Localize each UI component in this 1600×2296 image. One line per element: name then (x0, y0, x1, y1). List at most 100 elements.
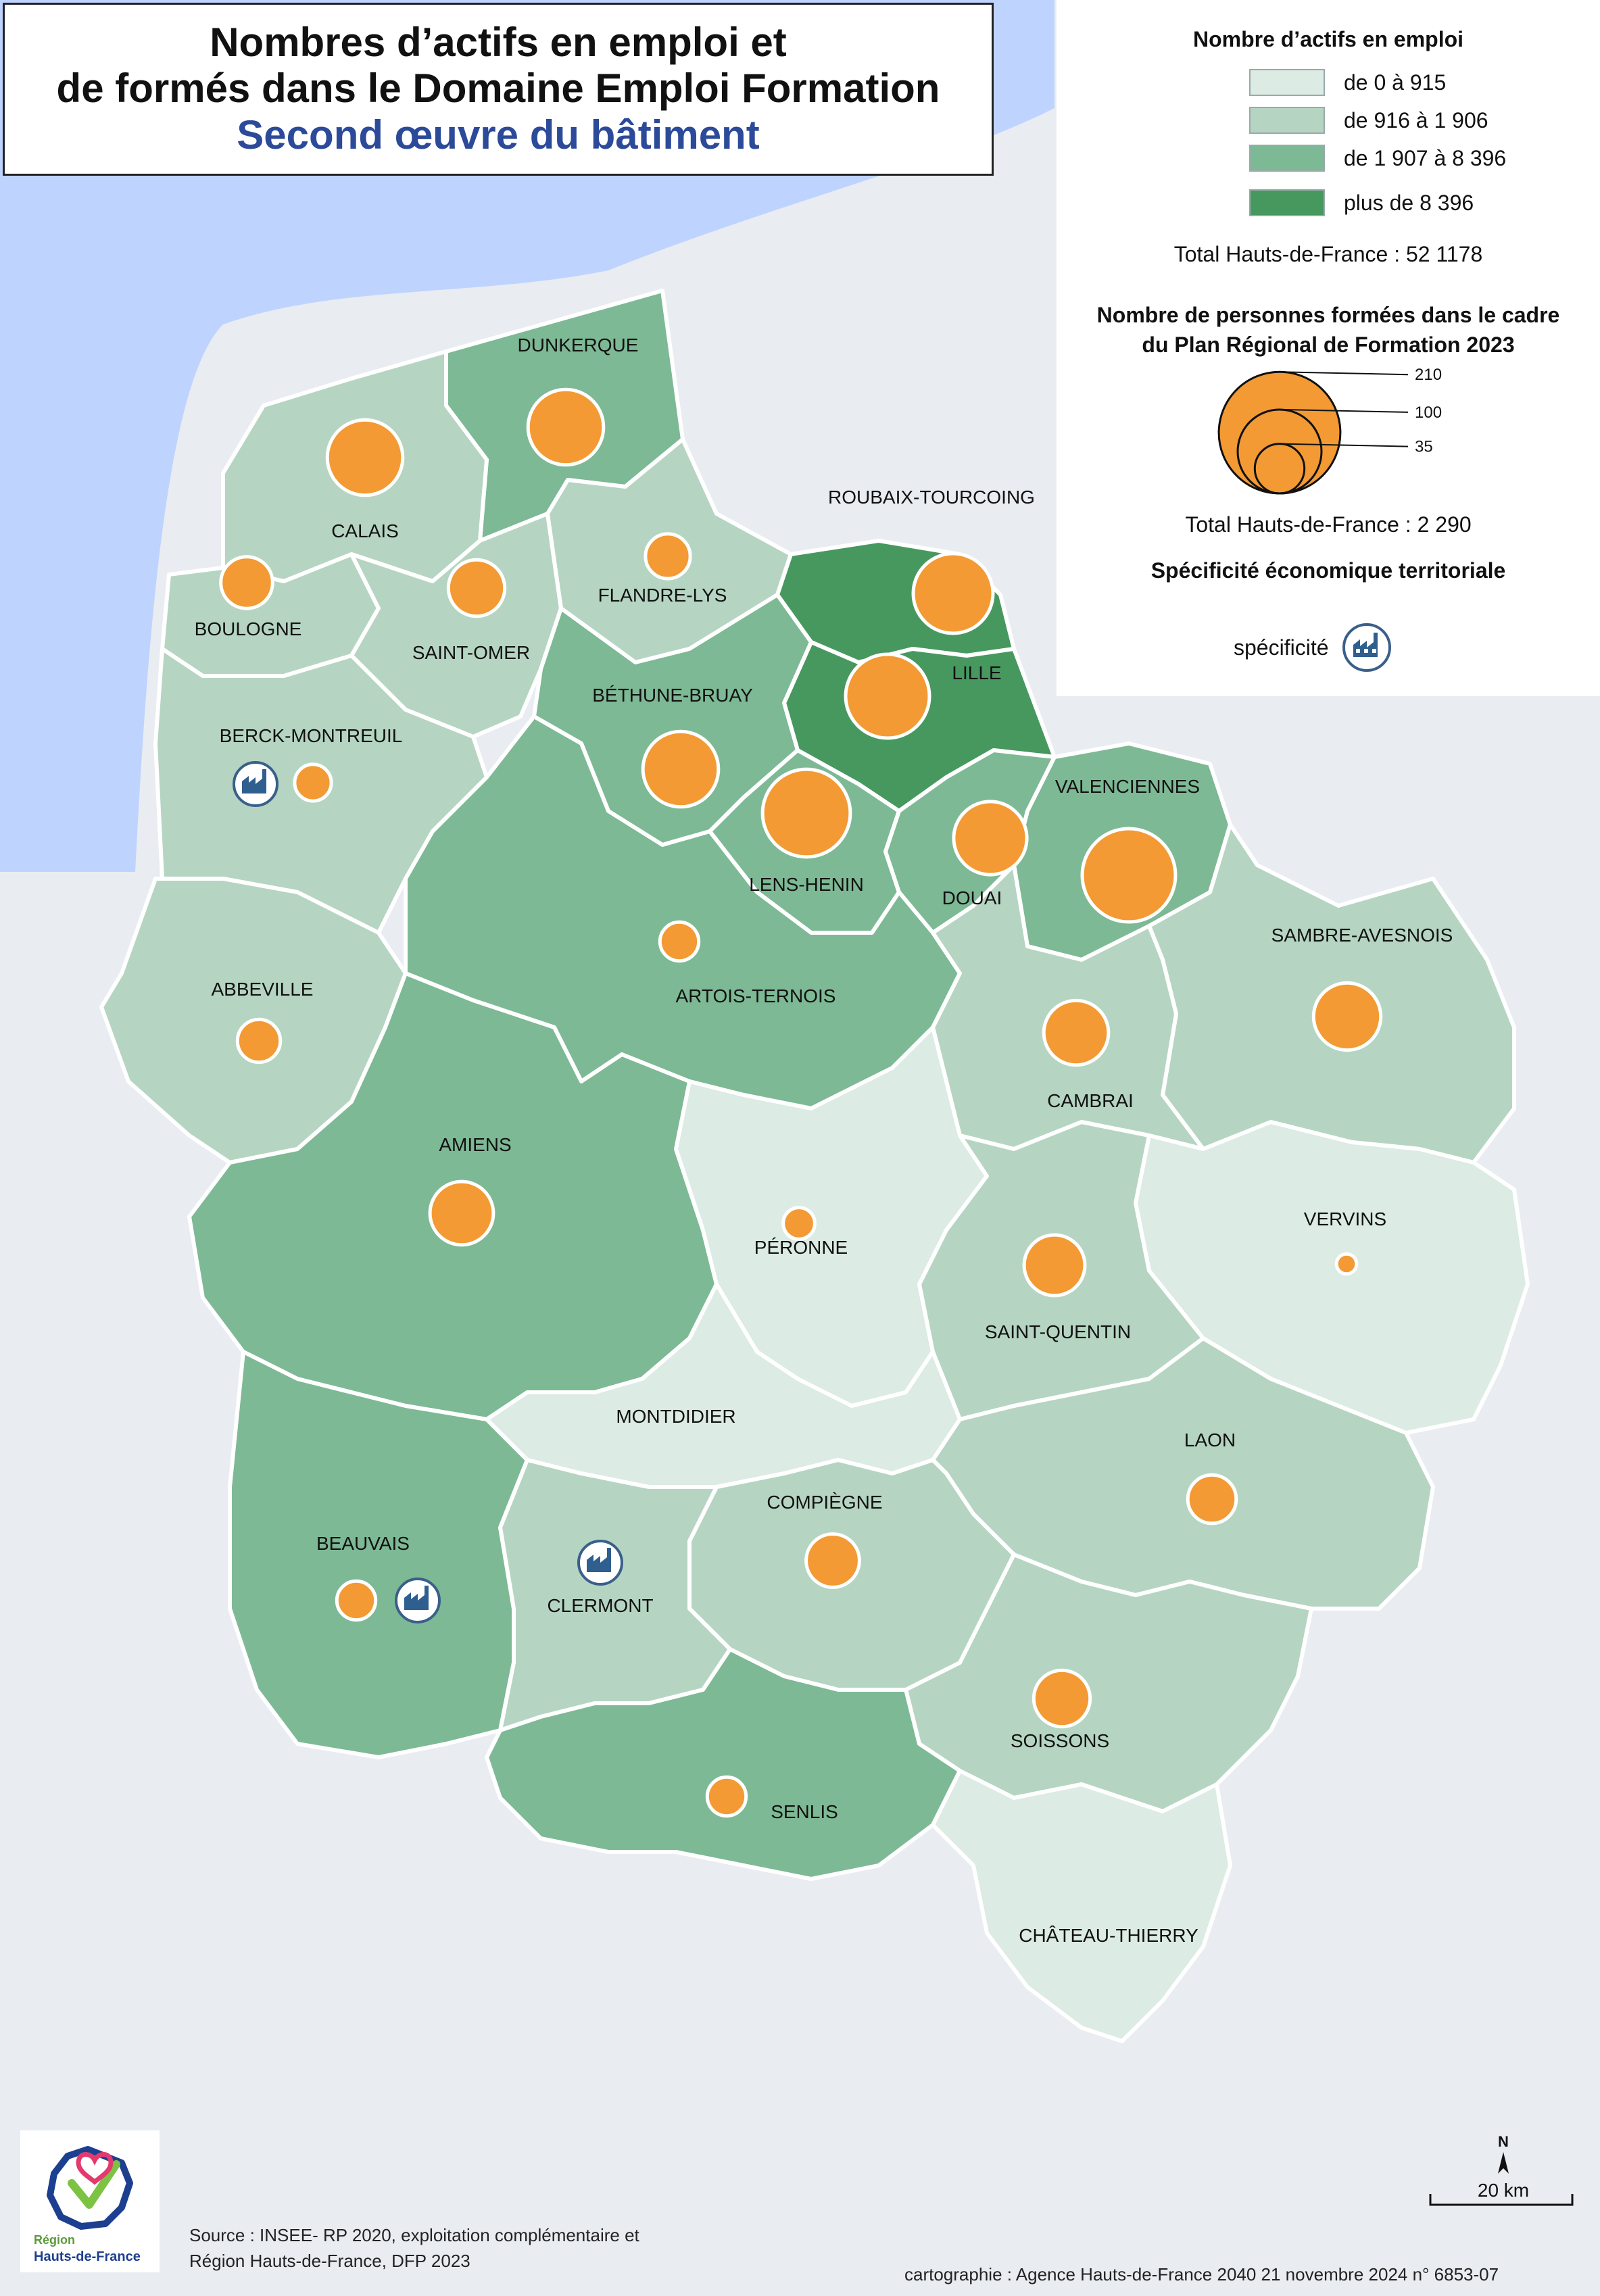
region-logo-text-2: Hauts-de-France (34, 2249, 141, 2264)
zone-label-bethune-bruay: BÉTHUNE-BRUAY (592, 685, 753, 706)
bubble-vervins (1334, 1252, 1359, 1276)
legend-class-label: de 916 à 1 906 (1344, 107, 1488, 132)
factory-icon (577, 1540, 623, 1586)
bubble-peronne (781, 1206, 817, 1241)
bubble-cambrai (1042, 998, 1111, 1067)
legend-swatch-3 (1249, 189, 1325, 216)
legend-size-circle-210 (1217, 370, 1342, 495)
bubbles-layer (219, 387, 1383, 1818)
zone-label-saint-omer: SAINT-OMER (412, 642, 530, 663)
legend-size-leader (1279, 371, 1409, 376)
zone-label-roubaix-tourcoing: ROUBAIX-TOURCOING (828, 487, 1035, 508)
bubble-roubaix-tourcoing (911, 552, 995, 635)
legend-trained-total: Total Hauts-de-France : 2 290 (1185, 512, 1472, 537)
factory-icon (395, 1578, 441, 1623)
legend-panel: Nombre d’actifs en emploi de 0 à 915 de … (1057, 0, 1600, 696)
zone-label-douai: DOUAI (942, 887, 1002, 908)
zone-label-saint-quentin: SAINT-QUENTIN (985, 1321, 1131, 1342)
zone-label-cambrai: CAMBRAI (1047, 1090, 1134, 1111)
legend-trained-title-2: du Plan Régional de Formation 2023 (1142, 333, 1515, 357)
bubble-artois-ternois (658, 920, 701, 963)
region-logo-icon (47, 2146, 133, 2230)
legend-size-leader (1279, 443, 1409, 447)
bubble-laon (1186, 1473, 1238, 1525)
zone-label-beauvais: BEAUVAIS (316, 1533, 410, 1554)
legend-size-circles: 210 100 35 (1217, 366, 1442, 495)
legend-class-2: de 1 907 à 8 396 (1249, 143, 1506, 173)
zone-label-flandre-lys: FLANDRE-LYS (598, 585, 727, 606)
map-title-line1: Nombres d’actifs en emploi et (210, 20, 787, 65)
legend-swatch-0 (1249, 69, 1325, 96)
sea (0, 0, 1054, 872)
legend-specificity-label: spécificité (1234, 635, 1329, 660)
legend-swatch-2 (1249, 145, 1325, 172)
legend-class-label: de 0 à 915 (1344, 70, 1447, 95)
bubble-dunkerque (526, 387, 606, 467)
legend-class-1: de 916 à 1 906 (1249, 105, 1488, 135)
zone-label-calais: CALAIS (331, 520, 399, 541)
zone-label-lille: LILLE (952, 662, 1001, 683)
zone-label-amiens: AMIENS (439, 1134, 511, 1155)
bubble-sambre-avesnois (1311, 981, 1383, 1052)
title-box: Nombres d’actifs en emploi et de formés … (3, 3, 994, 176)
bubble-douai (952, 800, 1029, 877)
bubble-valenciennes (1080, 827, 1178, 924)
bubble-bethune-bruay (641, 729, 721, 809)
zone-label-boulogne: BOULOGNE (195, 618, 302, 639)
source-line-1: Source : INSEE- RP 2020, exploitation co… (189, 2225, 639, 2245)
bubble-abbeville (235, 1017, 283, 1065)
bubble-lille (844, 652, 931, 740)
legend-size-chart: 210 100 35 (1217, 366, 1442, 495)
bubble-calais (325, 418, 405, 497)
bubble-beauvais (335, 1579, 378, 1622)
specificity-icons-layer (233, 761, 623, 1623)
legend-specificity-title: Spécificité économique territoriale (1150, 558, 1506, 583)
legend-swatch-1 (1249, 107, 1325, 134)
bubble-amiens (428, 1179, 495, 1247)
zone-label-valenciennes: VALENCIENNES (1055, 776, 1200, 797)
legend-class-3: plus de 8 396 (1249, 188, 1474, 218)
legend-class-label: de 1 907 à 8 396 (1344, 145, 1507, 170)
legend-trained-title-1: Nombre de personnes formées dans le cadr… (1096, 303, 1560, 327)
zone-label-artois-ternois: ARTOIS-TERNOIS (675, 985, 835, 1006)
bubble-boulogne (219, 555, 274, 610)
scale-bar: N 20 km (1429, 2133, 1574, 2206)
scale-bar-label: 20 km (1478, 2180, 1529, 2201)
factory-icon (233, 761, 278, 807)
bubble-soissons (1032, 1668, 1092, 1729)
factory-icon (1342, 623, 1391, 672)
labels-layer: DUNKERQUE CALAIS BOULOGNE SAINT-OMER FLANDRE… (195, 335, 1453, 1946)
zone-label-berck-montreuil: BERCK-MONTREUIL (220, 725, 403, 746)
zone-chateau-thierry (931, 1769, 1232, 2043)
zone-label-vervins: VERVINS (1304, 1208, 1386, 1229)
legend-size-label-210: 210 (1415, 366, 1442, 384)
bubble-saint-quentin (1022, 1233, 1087, 1298)
legend-size-leader (1279, 408, 1409, 413)
bubble-lens-henin (760, 767, 852, 859)
map-title-line2: de formés dans le Domaine Emploi Formati… (56, 66, 940, 111)
bubble-saint-omer (446, 558, 507, 618)
source-line-2: Région Hauts-de-France, DFP 2023 (189, 2251, 470, 2271)
zone-label-compiegne: COMPIÈGNE (767, 1492, 882, 1513)
bubble-senlis (705, 1775, 748, 1818)
north-arrow-icon (1498, 2152, 1509, 2174)
credit-line: cartographie : Agence Hauts-de-France 20… (904, 2264, 1499, 2285)
legend-employment-title: Nombre d’actifs en emploi (1192, 27, 1464, 51)
scale-bar-line (1429, 2194, 1574, 2206)
zone-label-sambre-avesnois: SAMBRE-AVESNOIS (1271, 925, 1453, 946)
zone-label-soissons: SOISSONS (1011, 1730, 1109, 1751)
legend-size-label-35: 35 (1415, 438, 1433, 456)
bubble-flandre-lys (644, 532, 692, 581)
region-logo: Région Hauts-de-France (20, 2130, 160, 2272)
zone-label-dunkerque: DUNKERQUE (518, 335, 639, 356)
legend-class-label: plus de 8 396 (1344, 190, 1474, 215)
zone-label-laon: LAON (1184, 1430, 1236, 1450)
legend-specificity-row: spécificité (1234, 622, 1392, 673)
zone-label-chateau-thierry: CHÂTEAU-THIERRY (1019, 1925, 1198, 1946)
zone-label-montdidier: MONTDIDIER (616, 1406, 735, 1427)
zone-label-clermont: CLERMONT (547, 1595, 653, 1616)
legend-size-label-100: 100 (1415, 404, 1442, 422)
map-subtitle: Second œuvre du bâtiment (237, 112, 760, 157)
zone-label-lens-henin: LENS-HENIN (749, 874, 864, 895)
region-logo-text-1: Région (34, 2233, 75, 2247)
